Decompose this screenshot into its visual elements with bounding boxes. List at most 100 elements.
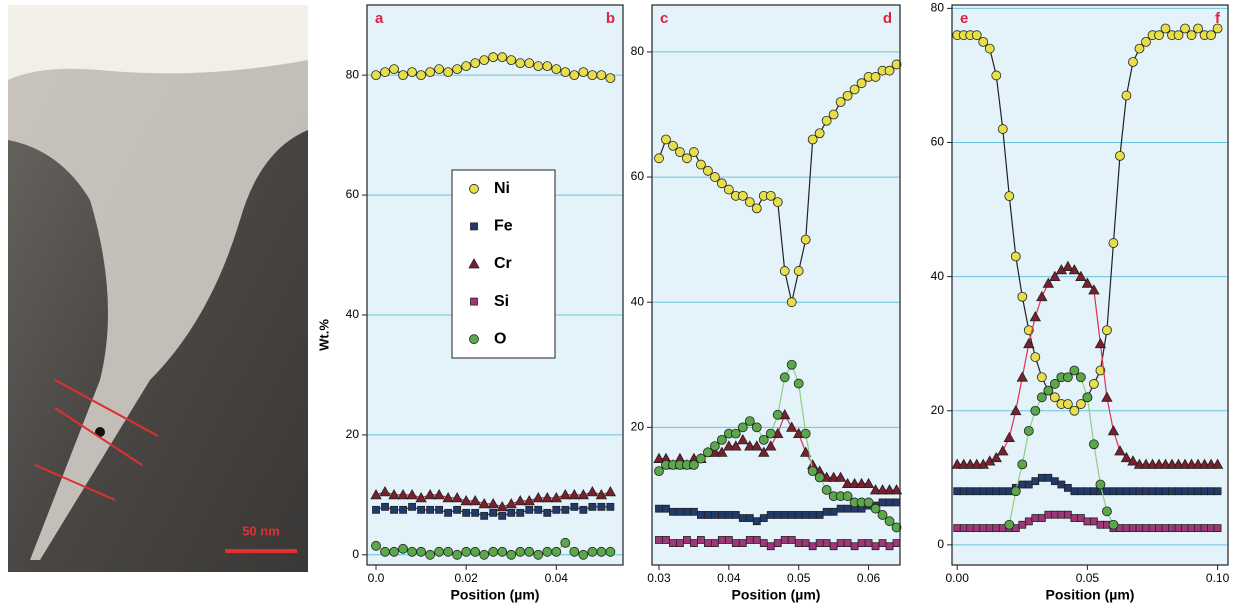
- marker: [1089, 379, 1099, 389]
- marker: [997, 124, 1008, 134]
- marker: [380, 67, 390, 78]
- marker: [579, 505, 588, 514]
- legend: Ni Fe Cr Si O: [451, 169, 556, 359]
- marker: [765, 440, 777, 451]
- marker: [1187, 487, 1196, 496]
- marker: [417, 505, 425, 514]
- marker: [829, 542, 838, 551]
- marker: [1003, 431, 1015, 442]
- marker: [1148, 524, 1157, 533]
- marker: [822, 539, 831, 548]
- marker: [534, 505, 543, 514]
- marker: [1010, 404, 1022, 416]
- plot-area: [652, 5, 900, 565]
- marker: [506, 549, 517, 560]
- marker: [737, 190, 748, 201]
- marker: [516, 508, 525, 517]
- marker: [702, 447, 713, 458]
- marker: [479, 55, 490, 66]
- marker: [972, 524, 981, 533]
- marker: [807, 466, 818, 477]
- x-tick-label: 0.00: [946, 571, 970, 585]
- marker: [724, 511, 733, 519]
- marker: [1024, 480, 1033, 489]
- marker: [842, 90, 853, 101]
- marker: [759, 514, 768, 522]
- marker: [869, 484, 882, 495]
- marker: [1023, 337, 1035, 349]
- marker: [870, 72, 881, 82]
- marker: [745, 536, 754, 544]
- marker: [669, 507, 677, 516]
- marker: [1023, 425, 1034, 436]
- marker: [1115, 150, 1125, 161]
- panel-label: b: [606, 10, 615, 27]
- marker: [1187, 524, 1196, 533]
- marker: [1142, 487, 1150, 496]
- marker: [434, 546, 445, 557]
- marker: [703, 539, 712, 548]
- marker: [834, 471, 847, 482]
- marker: [370, 489, 382, 500]
- marker: [1212, 23, 1223, 34]
- marker: [959, 524, 968, 533]
- marker: [793, 378, 804, 389]
- marker: [843, 504, 852, 513]
- marker: [730, 440, 742, 451]
- marker: [587, 546, 598, 557]
- marker: [1211, 458, 1224, 469]
- marker: [1181, 524, 1189, 533]
- marker: [653, 452, 665, 464]
- marker: [884, 65, 895, 76]
- marker: [751, 440, 763, 451]
- marker: [814, 128, 825, 139]
- marker: [1148, 487, 1157, 496]
- marker: [990, 451, 1002, 463]
- marker: [800, 428, 811, 439]
- legend-marker: [469, 183, 479, 194]
- marker: [389, 546, 399, 557]
- y-tick-label: 0: [937, 537, 944, 551]
- marker: [1050, 510, 1059, 519]
- marker: [408, 502, 416, 511]
- legend-marker: [470, 222, 478, 231]
- marker: [1173, 30, 1184, 41]
- marker: [597, 502, 606, 511]
- marker: [1161, 524, 1170, 533]
- marker: [399, 505, 407, 514]
- marker: [1186, 30, 1197, 41]
- marker: [877, 510, 888, 520]
- marker: [1206, 30, 1216, 41]
- marker: [862, 477, 875, 489]
- marker: [709, 441, 720, 452]
- marker: [786, 359, 797, 370]
- marker: [1160, 23, 1171, 34]
- marker: [1154, 30, 1164, 41]
- marker: [669, 539, 677, 548]
- marker: [515, 546, 526, 557]
- marker: [655, 504, 663, 513]
- marker: [815, 511, 824, 519]
- marker: [871, 542, 880, 551]
- marker: [1101, 391, 1113, 402]
- marker: [524, 58, 535, 69]
- legend-box: [451, 169, 556, 359]
- marker: [460, 495, 472, 506]
- y-tick-label: 60: [931, 135, 945, 149]
- marker: [596, 546, 607, 557]
- marker: [559, 489, 571, 500]
- marker: [1180, 23, 1190, 34]
- marker: [1095, 479, 1106, 490]
- marker: [434, 64, 445, 75]
- marker: [676, 539, 684, 548]
- marker: [668, 140, 678, 151]
- marker: [1120, 451, 1133, 463]
- marker: [737, 422, 748, 433]
- marker: [1081, 277, 1094, 288]
- x-axis-label: Position (µm): [732, 587, 821, 603]
- marker: [863, 497, 874, 508]
- marker: [807, 134, 818, 145]
- marker: [1114, 445, 1126, 456]
- marker: [388, 489, 400, 500]
- marker: [479, 549, 490, 560]
